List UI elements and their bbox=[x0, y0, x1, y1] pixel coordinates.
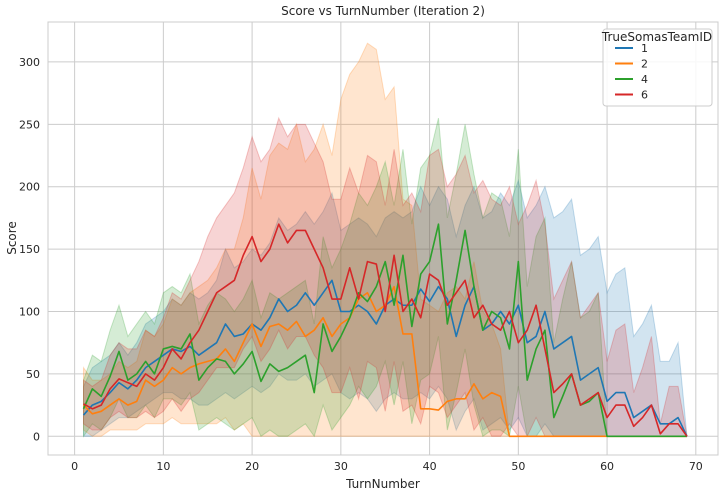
y-tick-label: 150 bbox=[19, 243, 40, 256]
line-series-6 bbox=[83, 223, 688, 437]
line-series-2 bbox=[82, 285, 687, 438]
x-tick-label: 0 bbox=[71, 460, 78, 473]
legend-label-series-6: 6 bbox=[641, 89, 648, 102]
legend-title: TrueSomasTeamID bbox=[601, 30, 712, 44]
y-tick-label: 200 bbox=[19, 181, 40, 194]
x-tick-label: 30 bbox=[334, 460, 348, 473]
x-tick-label: 10 bbox=[156, 460, 170, 473]
y-axis-ticks: 0 50 100 150 200 250 300 bbox=[19, 56, 40, 443]
y-tick-label: 0 bbox=[33, 430, 40, 443]
legend-label-series-1: 1 bbox=[641, 42, 648, 55]
legend-label-series-2: 2 bbox=[641, 58, 648, 71]
y-axis-label: Score bbox=[5, 221, 19, 255]
x-tick-label: 20 bbox=[245, 460, 259, 473]
x-axis-label: TurnNumber bbox=[345, 477, 420, 491]
chart-title: Score vs TurnNumber (Iteration 2) bbox=[281, 4, 485, 18]
x-tick-label: 50 bbox=[511, 460, 525, 473]
x-axis-ticks: 0 10 20 30 40 50 60 70 bbox=[71, 460, 703, 473]
legend-label-series-4: 4 bbox=[641, 73, 648, 86]
y-tick-label: 300 bbox=[19, 56, 40, 69]
x-tick-label: 40 bbox=[423, 460, 437, 473]
line-series-4 bbox=[82, 223, 687, 438]
y-tick-label: 50 bbox=[26, 368, 40, 381]
y-tick-label: 100 bbox=[19, 305, 40, 318]
series-lines bbox=[82, 223, 688, 438]
legend: TrueSomasTeamID 1 2 4 6 bbox=[601, 28, 713, 107]
y-tick-label: 250 bbox=[19, 118, 40, 131]
x-tick-label: 60 bbox=[600, 460, 614, 473]
x-tick-label: 70 bbox=[689, 460, 703, 473]
